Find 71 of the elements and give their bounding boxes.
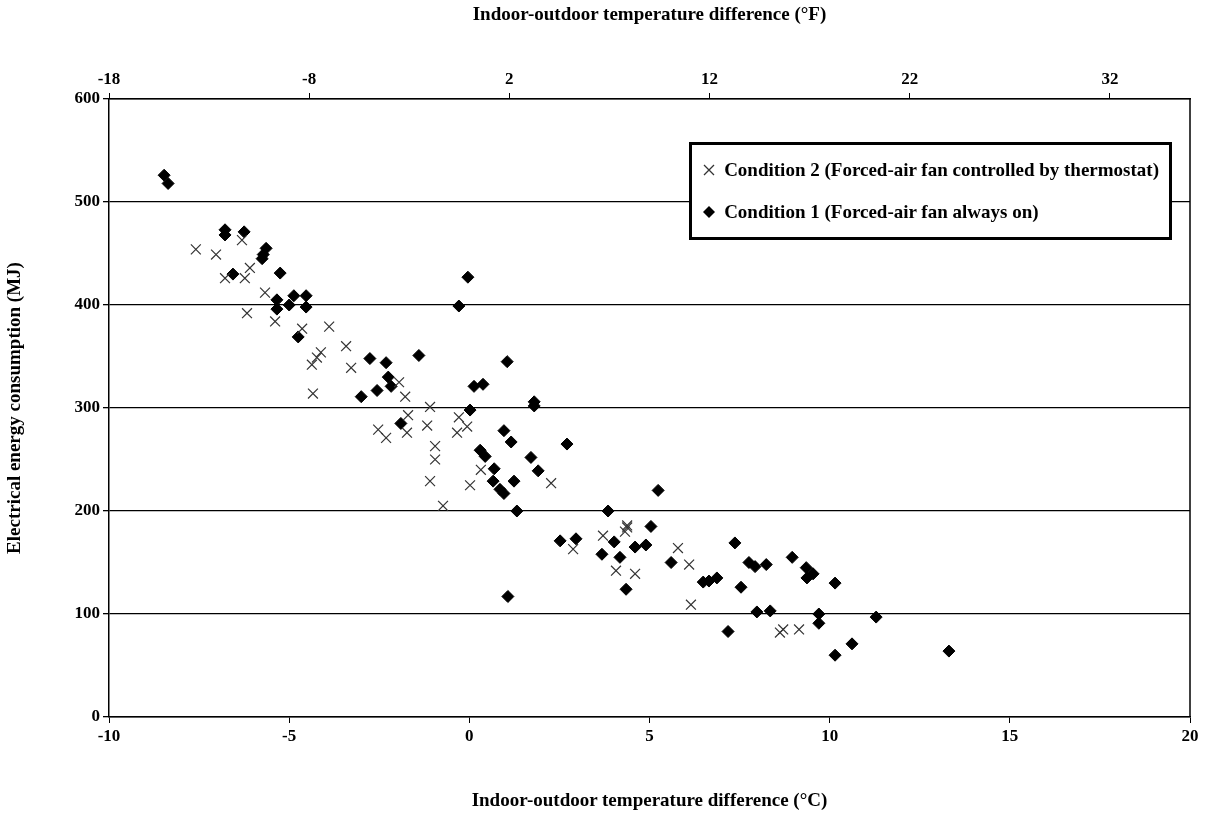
point bbox=[461, 420, 473, 433]
x2-tick-label: -18 bbox=[97, 69, 121, 89]
point bbox=[219, 272, 231, 284]
point bbox=[437, 500, 449, 512]
point bbox=[311, 351, 323, 364]
point bbox=[323, 321, 335, 333]
point bbox=[475, 464, 487, 476]
y-tick-label: 200 bbox=[74, 500, 100, 520]
point bbox=[619, 526, 631, 538]
point bbox=[402, 409, 414, 421]
y-axis-title: Electrical energy consumption (MJ) bbox=[3, 262, 26, 554]
point bbox=[380, 432, 392, 444]
legend-label: Condition 2 (Forced-air fan controlled by thermostat) bbox=[724, 159, 1159, 181]
point bbox=[401, 427, 413, 439]
point bbox=[451, 427, 463, 439]
point bbox=[269, 315, 281, 328]
point bbox=[774, 626, 786, 639]
point bbox=[345, 362, 357, 374]
x-tick-label: -5 bbox=[282, 725, 297, 745]
point bbox=[296, 323, 308, 335]
y-tick-label: 600 bbox=[74, 88, 100, 108]
x2-tick-label: 22 bbox=[901, 69, 919, 89]
x-tick-label: 10 bbox=[821, 725, 839, 745]
y-tick-label: 500 bbox=[74, 191, 100, 211]
point bbox=[453, 411, 465, 423]
point bbox=[629, 568, 641, 580]
point bbox=[545, 477, 557, 489]
x-tick-label: 5 bbox=[645, 725, 654, 745]
point bbox=[241, 307, 253, 319]
point bbox=[464, 479, 476, 491]
point bbox=[210, 248, 222, 261]
point bbox=[306, 359, 318, 371]
point bbox=[793, 623, 805, 635]
point bbox=[429, 453, 441, 466]
point bbox=[424, 475, 436, 487]
y-tick-label: 300 bbox=[74, 397, 100, 417]
point bbox=[190, 243, 202, 255]
x2-axis-title: Indoor-outdoor temperature difference (°F) bbox=[472, 3, 827, 26]
point bbox=[683, 559, 695, 571]
point bbox=[399, 391, 411, 403]
x-axis-title: Indoor-outdoor temperature difference (°C) bbox=[471, 788, 828, 811]
point bbox=[421, 419, 433, 432]
point bbox=[259, 287, 271, 299]
point bbox=[610, 565, 622, 577]
point bbox=[239, 272, 251, 284]
x2-tick-label: 12 bbox=[701, 69, 719, 89]
legend-label: Condition 1 (Forced-air fan always on) bbox=[724, 201, 1039, 223]
x2-tick-label: -8 bbox=[302, 69, 317, 89]
point bbox=[424, 401, 436, 413]
point bbox=[685, 599, 697, 611]
point bbox=[236, 234, 248, 246]
x-tick-label: 20 bbox=[1181, 725, 1199, 745]
point bbox=[393, 376, 405, 388]
x-tick-label: 15 bbox=[1001, 725, 1019, 745]
y-tick-label: 100 bbox=[74, 603, 100, 623]
point bbox=[315, 346, 327, 358]
point bbox=[307, 388, 319, 400]
point bbox=[672, 542, 684, 554]
x2-tick-label: 2 bbox=[505, 69, 514, 89]
y-tick-label: 0 bbox=[91, 706, 100, 726]
point bbox=[372, 424, 384, 436]
point bbox=[597, 530, 609, 542]
x-tick-label: 0 bbox=[465, 725, 474, 745]
y-tick-label: 400 bbox=[74, 294, 100, 314]
point bbox=[429, 440, 441, 452]
point bbox=[244, 262, 256, 274]
point bbox=[567, 543, 579, 555]
point bbox=[777, 623, 789, 635]
point bbox=[340, 340, 352, 352]
x2-tick-label: 32 bbox=[1101, 69, 1119, 89]
x-tick-label: -10 bbox=[97, 725, 121, 745]
